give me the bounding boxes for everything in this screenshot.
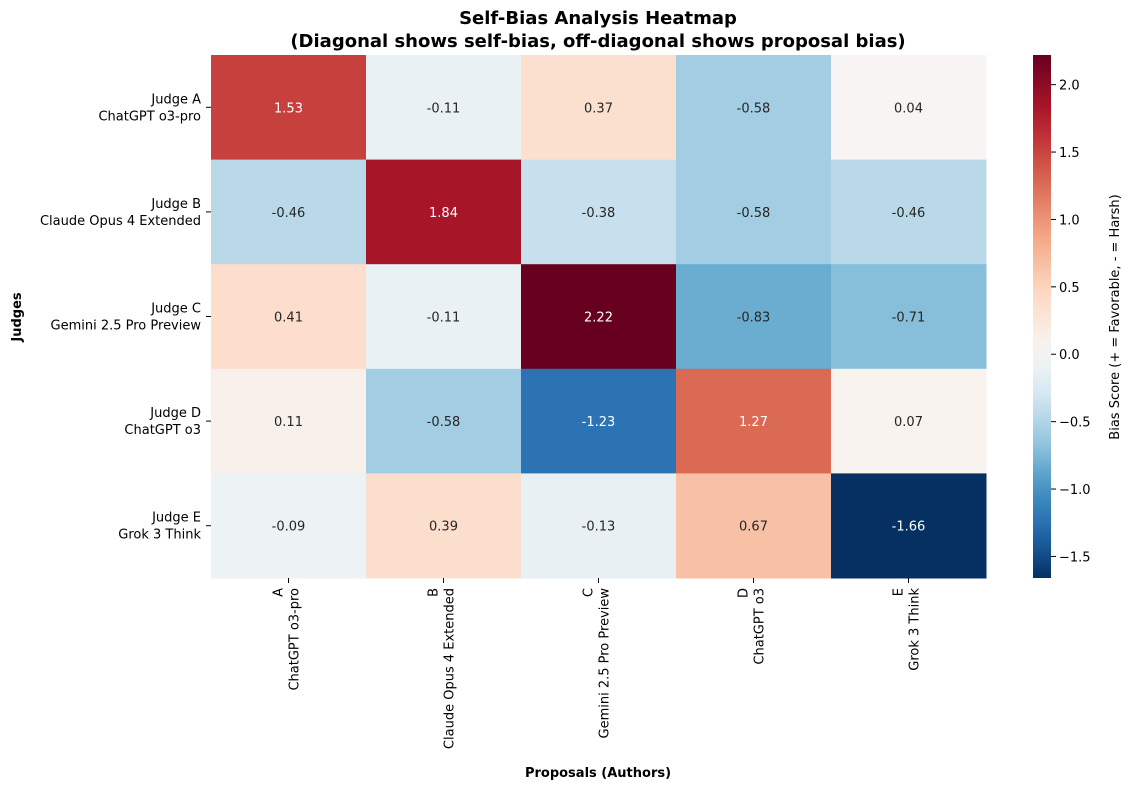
heatmap-cell-r3-c2	[366, 264, 522, 370]
y-tick-label: ChatGPT o3-pro	[98, 109, 201, 124]
colorbar-gradient	[1033, 55, 1051, 578]
colorbar-tick-label: 1.0	[1059, 213, 1080, 228]
y-tick-label: Judge E	[151, 511, 201, 526]
cell-value-label: -0.58	[737, 101, 771, 116]
y-axis-ticks: Judge A ChatGPT o3-pro Judge B Claude Opus …	[40, 92, 211, 543]
cell-value-label: 0.04	[894, 101, 923, 116]
cell-value-label: 1.27	[739, 415, 768, 430]
colorbar-label: Bias Score (+ = Favorable, - = Harsh)	[1108, 194, 1123, 439]
colorbar-tick-label: 0.5	[1059, 281, 1080, 296]
heatmap-cell-r5-c2	[366, 473, 522, 579]
colorbar-tick-label: 1.5	[1059, 146, 1080, 161]
heatmap-cell-r5-c1	[211, 473, 367, 579]
x-tick-label: E	[892, 588, 907, 596]
heatmap-cell-r2-c5	[831, 159, 987, 265]
x-tick-label: ChatGPT o3-pro	[288, 588, 303, 691]
x-tick-label: Grok 3 Think	[908, 588, 923, 671]
colorbar-tick-label: −1.5	[1059, 550, 1091, 565]
heatmap-cell-r2-c1	[211, 159, 367, 265]
heatmap-cell-r1-c2	[366, 55, 522, 161]
heatmap-cell-r4-c4	[676, 368, 832, 474]
colorbar: 2.0 1.5 1.0 0.5 0.0 −0.5 −1.0 −1.5	[1033, 55, 1091, 578]
cell-value-label: -0.11	[427, 311, 461, 326]
colorbar-tick-label: 0.0	[1059, 348, 1080, 363]
y-tick-label: Grok 3 Think	[118, 528, 201, 543]
cell-value-label: 0.67	[739, 520, 768, 535]
y-tick-label: Judge C	[150, 302, 201, 317]
chart-title: Self-Bias Analysis Heatmap	[459, 8, 737, 29]
y-tick-label: Judge B	[150, 197, 201, 212]
cell-value-label: 1.84	[429, 206, 458, 221]
cell-value-label: 0.07	[894, 415, 923, 430]
heatmap-cell-r5-c3	[521, 473, 677, 579]
x-tick-label: Gemini 2.5 Pro Preview	[598, 588, 613, 739]
heatmap-cell-r1-c3	[521, 55, 677, 161]
cell-value-label: -0.58	[427, 415, 461, 430]
heatmap-cell-r1-c4	[676, 55, 832, 161]
x-tick-label: C	[582, 588, 597, 597]
heatmap-cell-r5-c4	[676, 473, 832, 579]
cell-value-label: -0.13	[582, 520, 616, 535]
heatmap-cell-r3-c3	[521, 264, 677, 370]
cell-value-label: 0.41	[274, 311, 303, 326]
chart-subtitle: (Diagonal shows self-bias, off-diagonal …	[290, 31, 905, 52]
x-tick-label: ChatGPT o3	[753, 588, 768, 665]
cell-value-label: -0.09	[272, 520, 306, 535]
heatmap-cell-r4-c3	[521, 368, 677, 474]
cell-value-label: 2.22	[584, 311, 613, 326]
x-tick-label: D	[737, 588, 752, 598]
heatmap-cell-r3-c4	[676, 264, 832, 370]
heatmap-cell-r1-c1	[211, 55, 367, 161]
cell-value-label: -0.58	[737, 206, 771, 221]
heatmap-cell-r4-c1	[211, 368, 367, 474]
y-tick-label: ChatGPT o3	[124, 423, 201, 438]
cell-value-label: -0.11	[427, 101, 461, 116]
cell-value-label: 0.11	[274, 415, 303, 430]
colorbar-tick-label: −1.0	[1059, 483, 1091, 498]
y-tick-label: Claude Opus 4 Extended	[40, 214, 201, 229]
cell-value-label: 1.53	[274, 101, 303, 116]
cell-value-label: -0.83	[737, 311, 771, 326]
x-tick-label: A	[272, 588, 287, 597]
heatmap-cell-r1-c5	[831, 55, 987, 161]
y-axis-label: Judges	[10, 292, 25, 343]
heatmap-cells: 1.53 -0.11 0.37 -0.58 0.04 -0.46 1.84 -0.38 -0.5…	[211, 55, 987, 579]
y-tick-label: Judge A	[150, 92, 201, 107]
heatmap-cell-r2-c4	[676, 159, 832, 265]
heatmap-cell-r5-c5	[831, 473, 987, 579]
colorbar-tick-label: 2.0	[1059, 79, 1080, 94]
heatmap-cell-r4-c5	[831, 368, 987, 474]
x-axis-label: Proposals (Authors)	[525, 766, 671, 781]
cell-value-label: -0.71	[892, 311, 926, 326]
cell-value-label: -1.23	[582, 415, 616, 430]
heatmap-cell-r4-c2	[366, 368, 522, 474]
cell-value-label: 0.39	[429, 520, 458, 535]
x-tick-label: Claude Opus 4 Extended	[443, 588, 458, 749]
heatmap-cell-r2-c2	[366, 159, 522, 265]
y-tick-label: Gemini 2.5 Pro Preview	[51, 319, 202, 334]
heatmap-cell-r3-c1	[211, 264, 367, 370]
cell-value-label: 0.37	[584, 101, 613, 116]
x-tick-label: B	[427, 588, 442, 597]
cell-value-label: -1.66	[892, 520, 926, 535]
colorbar-tick-label: −0.5	[1059, 416, 1091, 431]
heatmap-cell-r3-c5	[831, 264, 987, 370]
x-axis-ticks: A ChatGPT o3-pro B Claude Opus 4 Extended C G…	[272, 578, 923, 749]
cell-value-label: -0.38	[582, 206, 616, 221]
cell-value-label: -0.46	[892, 206, 926, 221]
heatmap-cell-r2-c3	[521, 159, 677, 265]
cell-value-label: -0.46	[272, 206, 306, 221]
y-tick-label: Judge D	[149, 406, 201, 421]
